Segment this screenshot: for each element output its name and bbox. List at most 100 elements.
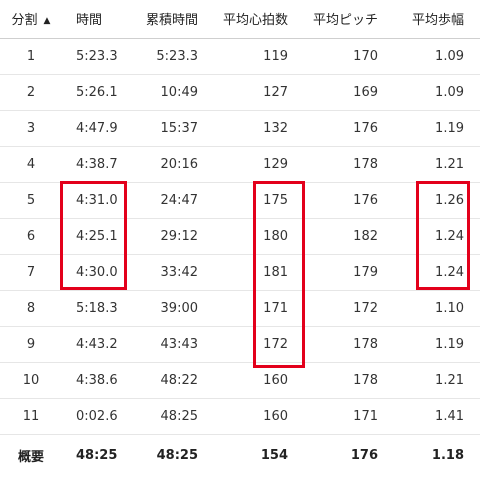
cell-avg-stride: 1.24 (392, 254, 480, 291)
cell-cumulative-time: 48:22 (142, 362, 214, 399)
table-row[interactable]: 2 5:26.1 10:49 127 169 1.09 (0, 74, 480, 111)
header-split-label: 分割 (11, 13, 38, 29)
cell-time: 4:47.9 (62, 110, 142, 147)
cell-time: 5:18.3 (62, 290, 142, 327)
cell-avg-heart-rate: 172 (214, 326, 304, 363)
table-row[interactable]: 6 4:25.1 29:12 180 182 1.24 (0, 218, 480, 255)
summary-avg-cadence: 176 (350, 447, 378, 463)
cell-avg-cadence: 176 (304, 182, 392, 219)
cell-avg-stride: 1.10 (392, 290, 480, 327)
cell-avg-cadence: 182 (304, 218, 392, 255)
cell-avg-stride: 1.19 (392, 326, 480, 363)
cell-cumulative-time: 48:25 (142, 398, 214, 435)
header-avg-heart-rate-label: 平均心拍数 (222, 13, 288, 29)
cell-avg-heart-rate: 132 (214, 110, 304, 147)
cell-split: 5 (0, 182, 62, 219)
cell-cumulative-time: 29:12 (142, 218, 214, 255)
header-time[interactable]: 時間 (62, 0, 142, 39)
table-row[interactable]: 11 0:02.6 48:25 160 171 1.41 (0, 398, 480, 435)
cell-avg-heart-rate: 129 (214, 146, 304, 183)
header-cumulative-time[interactable]: 累積時間 (142, 0, 214, 39)
header-avg-stride[interactable]: 平均歩幅 (392, 0, 480, 39)
cell-split: 8 (0, 290, 62, 327)
cell-avg-stride: 1.09 (392, 38, 480, 75)
cell-split: 3 (0, 110, 62, 147)
cell-cumulative-time: 10:49 (142, 74, 214, 111)
header-avg-heart-rate[interactable]: 平均心拍数 (214, 0, 304, 39)
summary-row: 概要 48:25 48:25 154 176 1.18 (0, 434, 480, 476)
table-row[interactable]: 8 5:18.3 39:00 171 172 1.10 (0, 290, 480, 327)
table-row[interactable]: 10 4:38.6 48:22 160 178 1.21 (0, 362, 480, 399)
summary-time: 48:25 (76, 447, 118, 463)
cell-avg-heart-rate: 127 (214, 74, 304, 111)
summary-label: 概要 (17, 449, 44, 465)
cell-split: 7 (0, 254, 62, 291)
cell-avg-stride: 1.21 (392, 362, 480, 399)
cell-avg-heart-rate: 160 (214, 362, 304, 399)
cell-time: 0:02.6 (62, 398, 142, 435)
table-row[interactable]: 9 4:43.2 43:43 172 178 1.19 (0, 326, 480, 363)
table-row[interactable]: 1 5:23.3 5:23.3 119 170 1.09 (0, 38, 480, 75)
cell-time: 4:31.0 (62, 182, 142, 219)
cell-avg-stride: 1.26 (392, 182, 480, 219)
cell-avg-cadence: 170 (304, 38, 392, 75)
cell-avg-heart-rate: 181 (214, 254, 304, 291)
cell-avg-cadence: 171 (304, 398, 392, 435)
cell-split: 4 (0, 146, 62, 183)
cell-split: 11 (0, 398, 62, 435)
cell-avg-heart-rate: 160 (214, 398, 304, 435)
cell-time: 4:25.1 (62, 218, 142, 255)
summary-avg-stride: 1.18 (431, 447, 464, 463)
summary-cumulative-time: 48:25 (156, 447, 198, 463)
table-row[interactable]: 5 4:31.0 24:47 175 176 1.26 (0, 182, 480, 219)
cell-cumulative-time: 20:16 (142, 146, 214, 183)
cell-avg-cadence: 172 (304, 290, 392, 327)
cell-avg-cadence: 169 (304, 74, 392, 111)
cell-avg-heart-rate: 119 (214, 38, 304, 75)
header-avg-cadence[interactable]: 平均ピッチ (304, 0, 392, 39)
cell-cumulative-time: 5:23.3 (142, 38, 214, 75)
cell-avg-stride: 1.24 (392, 218, 480, 255)
header-avg-cadence-label: 平均ピッチ (312, 13, 378, 29)
cell-avg-cadence: 179 (304, 254, 392, 291)
cell-time: 4:38.6 (62, 362, 142, 399)
cell-cumulative-time: 33:42 (142, 254, 214, 291)
cell-split: 2 (0, 74, 62, 111)
cell-time: 5:23.3 (62, 38, 142, 75)
cell-split: 1 (0, 38, 62, 75)
table-row[interactable]: 3 4:47.9 15:37 132 176 1.19 (0, 110, 480, 147)
cell-avg-stride: 1.19 (392, 110, 480, 147)
cell-split: 6 (0, 218, 62, 255)
highlight-box-time (60, 181, 127, 290)
cell-cumulative-time: 24:47 (142, 182, 214, 219)
cell-split: 9 (0, 326, 62, 363)
cell-time: 5:26.1 (62, 74, 142, 111)
cell-avg-stride: 1.41 (392, 398, 480, 435)
header-avg-stride-label: 平均歩幅 (411, 13, 464, 29)
header-row: 分割 ▲ 時間 累積時間 平均心拍数 平均ピッチ 平均歩幅 (0, 0, 480, 39)
header-split[interactable]: 分割 ▲ (0, 0, 62, 39)
cell-avg-heart-rate: 171 (214, 290, 304, 327)
cell-avg-cadence: 176 (304, 110, 392, 147)
highlight-box-stride (416, 181, 470, 290)
cell-avg-cadence: 178 (304, 326, 392, 363)
summary-avg-heart-rate: 154 (260, 447, 288, 463)
table-row[interactable]: 7 4:30.0 33:42 181 179 1.24 (0, 254, 480, 291)
highlight-box-heart-rate (253, 181, 305, 368)
cell-time: 4:43.2 (62, 326, 142, 363)
cell-split: 10 (0, 362, 62, 399)
header-cumulative-time-label: 累積時間 (145, 13, 198, 29)
cell-cumulative-time: 39:00 (142, 290, 214, 327)
header-time-label: 時間 (76, 13, 103, 29)
lap-rows: 1 5:23.3 5:23.3 119 170 1.09 2 5:26.1 10:49 127 16… (0, 38, 480, 435)
cell-avg-heart-rate: 175 (214, 182, 304, 219)
cell-time: 4:38.7 (62, 146, 142, 183)
cell-cumulative-time: 43:43 (142, 326, 214, 363)
table-row[interactable]: 4 4:38.7 20:16 129 178 1.21 (0, 146, 480, 183)
cell-avg-heart-rate: 180 (214, 218, 304, 255)
sort-ascending-icon[interactable]: ▲ (43, 16, 51, 27)
cell-avg-cadence: 178 (304, 362, 392, 399)
cell-avg-cadence: 178 (304, 146, 392, 183)
cell-cumulative-time: 15:37 (142, 110, 214, 147)
